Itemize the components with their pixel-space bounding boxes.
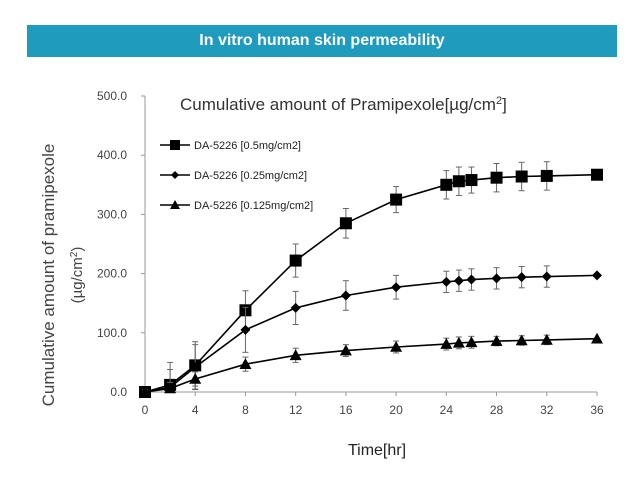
y-axis-title: Cumulative amount of pramipexole bbox=[39, 144, 58, 407]
y-tick-label: 500.0 bbox=[97, 89, 127, 103]
legend-label: DA-5226 [0.125mg/cm2] bbox=[194, 200, 313, 212]
data-point bbox=[516, 272, 527, 283]
data-point bbox=[390, 193, 403, 206]
data-point bbox=[490, 335, 503, 346]
data-point bbox=[340, 290, 351, 301]
data-point bbox=[139, 386, 151, 397]
data-point bbox=[453, 275, 464, 286]
data-point bbox=[491, 273, 502, 284]
data-point bbox=[289, 254, 302, 267]
chart-axes bbox=[144, 96, 597, 393]
x-tick-label: 36 bbox=[590, 403, 604, 417]
y-tick-label: 400.0 bbox=[97, 148, 127, 162]
data-point bbox=[190, 362, 201, 373]
data-point bbox=[515, 170, 528, 183]
x-axis-title: Time[hr] bbox=[348, 442, 406, 459]
data-point bbox=[540, 333, 553, 345]
y-tick-label: 300.0 bbox=[97, 207, 127, 221]
x-tick-label: 0 bbox=[142, 403, 149, 417]
y-tick-label: 200.0 bbox=[97, 267, 127, 281]
x-tick-label: 20 bbox=[389, 403, 403, 417]
data-point bbox=[164, 382, 177, 394]
data-point bbox=[440, 338, 453, 349]
y-axis-unit: (µg/cm2) bbox=[69, 247, 87, 304]
series-diamond bbox=[140, 265, 602, 397]
data-point bbox=[339, 217, 352, 230]
page-banner: In vitro human skin permeability bbox=[27, 25, 617, 57]
x-tick-label: 28 bbox=[490, 403, 504, 417]
legend-marker bbox=[170, 200, 180, 209]
data-point bbox=[289, 349, 302, 361]
data-point bbox=[592, 270, 602, 281]
x-tick-label: 32 bbox=[540, 403, 554, 417]
legend-marker bbox=[170, 140, 180, 150]
data-point bbox=[490, 171, 503, 184]
series-square bbox=[139, 161, 603, 398]
legend-label: DA-5226 [0.25mg/cm2] bbox=[194, 170, 307, 182]
data-point bbox=[466, 274, 477, 285]
x-tick-label: 16 bbox=[339, 403, 353, 417]
data-point bbox=[541, 271, 552, 282]
data-point bbox=[591, 168, 603, 181]
data-point bbox=[515, 334, 528, 346]
data-point bbox=[465, 336, 478, 348]
chart-legend: DA-5226 [0.5mg/cm2] DA-5226 [0.25mg/cm2] D… bbox=[160, 140, 313, 212]
x-tick-label: 4 bbox=[192, 403, 199, 417]
data-point bbox=[339, 344, 352, 356]
data-point bbox=[591, 332, 603, 344]
data-point bbox=[465, 174, 478, 187]
data-point bbox=[290, 302, 301, 313]
series-line bbox=[144, 337, 598, 393]
data-point bbox=[390, 341, 403, 352]
x-tick-label: 8 bbox=[242, 403, 249, 417]
chart-title: Cumulative amount of Pramipexole[µg/cm2] bbox=[180, 95, 507, 114]
series-triangle bbox=[139, 332, 603, 397]
data-point bbox=[440, 178, 453, 191]
data-point bbox=[391, 282, 402, 293]
y-tick-label: 100.0 bbox=[97, 326, 127, 340]
data-point bbox=[452, 175, 465, 188]
data-point bbox=[540, 169, 553, 182]
chart-series bbox=[139, 161, 603, 398]
chart-ticks: 0.0 100.0 200.0 300.0 400.0 500.0 0 4 8 12 16 20 24 2… bbox=[97, 89, 604, 417]
data-point bbox=[240, 324, 251, 335]
data-point bbox=[452, 336, 465, 348]
data-point bbox=[239, 358, 252, 369]
x-tick-label: 24 bbox=[440, 403, 454, 417]
x-tick-label: 12 bbox=[289, 403, 303, 417]
data-point bbox=[441, 276, 452, 287]
legend-marker bbox=[171, 171, 179, 179]
y-tick-label: 0.0 bbox=[110, 385, 127, 399]
legend-label: DA-5226 [0.5mg/cm2] bbox=[194, 140, 301, 152]
data-point bbox=[189, 372, 202, 384]
banner-title: In vitro human skin permeability bbox=[199, 32, 445, 49]
